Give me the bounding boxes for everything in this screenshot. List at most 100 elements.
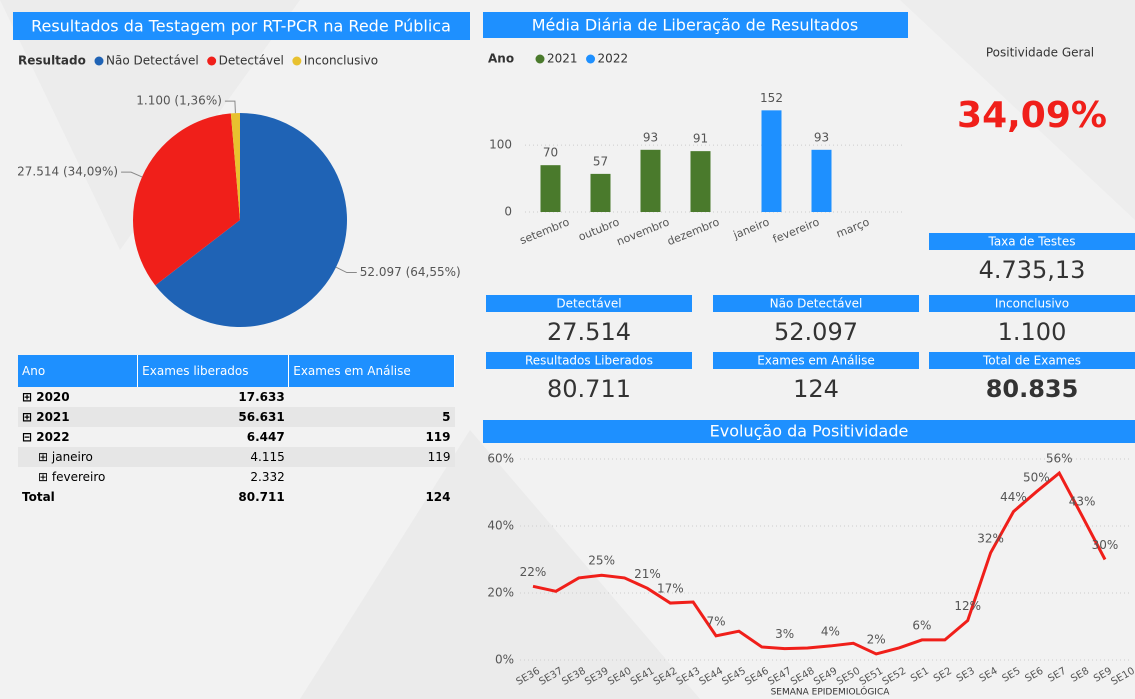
card-value: 80.711: [547, 375, 631, 403]
pie-title: Resultados da Testagem por RT-PCR na Red…: [31, 17, 451, 36]
x-tick-label: SE1: [909, 666, 931, 685]
x-tick-label: janeiro: [731, 215, 772, 242]
cell: 2020: [36, 390, 70, 404]
leader-line: [335, 266, 357, 274]
card-title: Taxa de Testes: [987, 235, 1075, 249]
x-tick-label: SE50: [835, 666, 862, 688]
table: Ano Exames liberados Exames em Análise ⊞ 2…: [18, 355, 455, 507]
y-tick-label: 60%: [487, 452, 514, 466]
data-label: 57: [593, 154, 608, 168]
data-label: 30%: [1092, 538, 1119, 552]
title-bar: [483, 420, 1135, 443]
x-tick-label: setembro: [518, 215, 572, 247]
y-tick-label: 20%: [487, 586, 514, 600]
x-tick-label: SE51: [858, 666, 885, 688]
x-tick-label: SE8: [1069, 666, 1091, 685]
title-bar: [483, 12, 908, 38]
data-label: 4%: [821, 624, 840, 638]
row-label[interactable]: ⊞ fevereiro: [38, 470, 106, 484]
legend-label: 2022: [598, 52, 629, 66]
cell: 5: [288, 407, 455, 427]
bg-shape: [900, 0, 1135, 220]
data-label: 21%: [634, 567, 661, 581]
data-label: 91: [693, 132, 708, 146]
bar: [811, 149, 832, 212]
card-title: Total de Exames: [982, 354, 1081, 368]
y-tick-label: 0: [504, 205, 512, 219]
row-label[interactable]: ⊞ 2020: [22, 390, 70, 404]
cell: 2021: [36, 410, 70, 424]
card-value: 27.514: [547, 318, 631, 346]
card-title: Detectável: [556, 297, 621, 311]
row-label[interactable]: ⊟ 2022: [22, 430, 70, 444]
card-value: 1.100: [998, 318, 1067, 346]
data-label: 7%: [707, 614, 726, 628]
legend-title: Ano: [488, 52, 514, 66]
data-label: 93: [814, 130, 829, 144]
header: Ano: [18, 355, 139, 387]
data-label: 22%: [520, 565, 547, 579]
row-label[interactable]: ⊞ 2021: [18, 407, 138, 427]
row-label[interactable]: ⊞ janeiro: [18, 447, 138, 467]
card-title: Não Detectável: [770, 297, 863, 311]
y-tick-label: 100: [489, 138, 512, 152]
y-tick-label: 0%: [495, 653, 514, 667]
bar-title: Média Diária de Liberação de Resultados: [532, 16, 859, 35]
data-label: 152: [760, 91, 783, 105]
pie-slice: [230, 113, 240, 220]
legend-swatch: [535, 54, 545, 64]
data-label: 1.100 (1,36%): [136, 94, 222, 108]
legend-label: 2021: [547, 52, 578, 66]
cell: 119: [288, 447, 455, 467]
leader-line: [224, 100, 236, 114]
data-label: 2%: [867, 632, 886, 646]
legend-swatch: [207, 56, 217, 66]
data-label: 50%: [1023, 470, 1050, 484]
x-tick-label: SE3: [955, 666, 977, 685]
card-value: 52.097: [774, 318, 858, 346]
x-tick-label: SE46: [743, 666, 770, 688]
card-title: Inconclusivo: [995, 297, 1069, 311]
header: Exames liberados: [137, 355, 290, 387]
cell: 6.447: [246, 430, 285, 444]
x-tick-label: SE2: [932, 666, 954, 685]
data-label: 70: [543, 146, 558, 160]
x-tick-label: SE45: [720, 666, 747, 688]
bar: [761, 110, 782, 212]
line: [532, 470, 1107, 656]
data-label: 43%: [1069, 494, 1096, 508]
bar: [540, 165, 561, 212]
legend-label: Detectável: [219, 54, 284, 68]
card-header: [713, 295, 919, 312]
card-value: 124: [793, 375, 839, 403]
cell: 4.115: [137, 447, 289, 467]
legend-label: Não Detectável: [106, 54, 199, 68]
x-tick-label: fevereiro: [771, 215, 822, 246]
cell: 124: [425, 490, 451, 504]
card-title: Resultados Liberados: [525, 354, 653, 368]
bar: [640, 149, 661, 212]
data-label: 27.514 (34,09%): [17, 165, 118, 179]
pie-slice: [133, 113, 240, 286]
x-tick-label: SE49: [812, 666, 839, 688]
card-header: [486, 295, 692, 312]
legend-swatch: [94, 56, 104, 66]
data-label: 6%: [912, 618, 931, 632]
title-bar: [13, 12, 470, 40]
x-tick-label: novembro: [615, 215, 672, 248]
header: Exames em Análise: [288, 355, 455, 387]
x-tick-label: SE52: [881, 666, 908, 688]
x-tick-label: março: [834, 215, 871, 240]
line-title: Evolução da Positividade: [710, 422, 909, 441]
cell: 17.633: [238, 390, 285, 404]
data-label: 93: [643, 130, 658, 144]
x-tick-label: SE47: [766, 666, 793, 688]
x-tick-label: SE4: [978, 666, 1000, 685]
cell: 2.332: [250, 470, 285, 484]
card-header: [929, 295, 1135, 312]
cell: janeiro: [51, 450, 93, 464]
x-tick-label: outubro: [577, 215, 622, 243]
legend-swatch: [292, 56, 302, 66]
bg-shape: [0, 0, 300, 250]
